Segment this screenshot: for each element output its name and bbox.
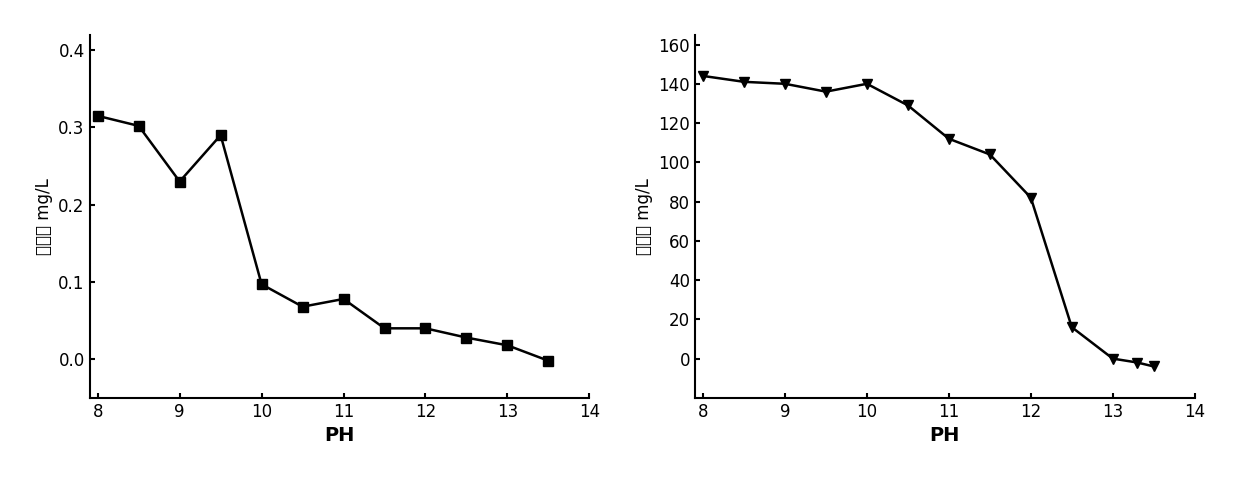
Y-axis label: 镖离子 mg/L: 镖离子 mg/L: [635, 178, 652, 255]
X-axis label: PH: PH: [930, 426, 960, 445]
Y-axis label: 铜离子 mg/L: 铜离子 mg/L: [35, 178, 53, 255]
X-axis label: PH: PH: [325, 426, 355, 445]
